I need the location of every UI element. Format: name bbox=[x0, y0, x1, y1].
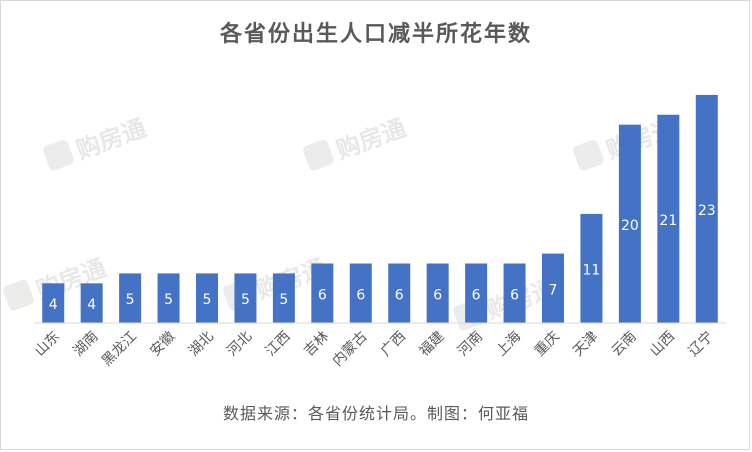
x-tick-label-10: 广西 bbox=[378, 329, 409, 360]
bar-8 bbox=[311, 263, 334, 323]
bar-17 bbox=[657, 114, 680, 323]
chart-title: 各省份出生人口减半所花年数 bbox=[219, 22, 532, 47]
bar-10 bbox=[388, 263, 411, 323]
data-label-15: 11 bbox=[583, 262, 601, 278]
data-label-17: 21 bbox=[659, 213, 677, 229]
data-label-16: 20 bbox=[621, 218, 639, 234]
bar-5 bbox=[196, 273, 218, 323]
watermark-logo-icon bbox=[43, 139, 74, 171]
bar-13 bbox=[503, 263, 526, 323]
bars bbox=[42, 94, 718, 324]
x-tick-label-12: 河南 bbox=[455, 329, 486, 360]
x-tick-label-1: 山东 bbox=[32, 329, 63, 360]
bar-labels: 4 4 5 5 5 5 5 6 6 6 6 6 6 7 11 20 21 23 bbox=[49, 203, 716, 313]
data-label-8: 6 bbox=[318, 287, 327, 303]
data-label-10: 6 bbox=[395, 287, 404, 303]
watermark-logo-icon bbox=[303, 139, 334, 171]
watermark-1: 购房通 bbox=[43, 114, 150, 171]
bar-15 bbox=[580, 213, 603, 323]
bar-4 bbox=[157, 273, 180, 323]
data-label-18: 23 bbox=[698, 203, 716, 219]
data-label-7: 5 bbox=[279, 292, 288, 308]
x-tick-label-15: 天津 bbox=[570, 329, 601, 360]
x-tick-label-18: 辽宁 bbox=[685, 328, 717, 360]
bar-12 bbox=[465, 263, 488, 323]
x-tick-label-4: 安徽 bbox=[147, 329, 178, 360]
bar-14 bbox=[542, 253, 564, 323]
data-label-12: 6 bbox=[472, 287, 481, 303]
data-label-4: 5 bbox=[164, 292, 173, 308]
data-label-6: 5 bbox=[241, 292, 250, 308]
bar-11 bbox=[426, 263, 449, 323]
x-tick-label-17: 山西 bbox=[647, 329, 678, 360]
data-label-1: 4 bbox=[49, 297, 58, 313]
bar-7 bbox=[272, 273, 295, 323]
watermark-logo-icon bbox=[3, 279, 34, 311]
x-tick-label-14: 重庆 bbox=[532, 329, 563, 360]
bar-2 bbox=[80, 283, 103, 323]
data-label-3: 5 bbox=[126, 292, 135, 308]
data-label-5: 5 bbox=[203, 292, 212, 308]
x-tick-label-8: 吉林 bbox=[301, 329, 332, 360]
x-tick-label-2: 湖南 bbox=[70, 329, 101, 360]
x-tick-label-9: 内蒙古 bbox=[330, 329, 371, 370]
data-label-14: 7 bbox=[549, 282, 558, 298]
bar-6 bbox=[234, 273, 257, 323]
data-label-13: 6 bbox=[510, 287, 519, 303]
x-tick-label-7: 江西 bbox=[263, 329, 294, 360]
data-label-11: 6 bbox=[433, 287, 442, 303]
watermark-text: 购房通 bbox=[73, 114, 150, 165]
x-tick-label-16: 云南 bbox=[609, 329, 640, 360]
x-tick-label-6: 河北 bbox=[224, 329, 255, 360]
bar-16 bbox=[618, 124, 641, 324]
data-label-9: 6 bbox=[356, 287, 365, 303]
x-tick-label-3: 黑龙江 bbox=[99, 329, 140, 370]
source-note: 数据来源：各省份统计局。制图：何亚福 bbox=[222, 404, 529, 423]
x-tick-label-11: 福建 bbox=[416, 329, 447, 360]
bar-18 bbox=[695, 94, 718, 324]
data-label-2: 4 bbox=[87, 297, 96, 313]
watermark-text: 购房通 bbox=[333, 114, 410, 165]
x-tick-label-13: 上海 bbox=[493, 329, 524, 360]
bar-9 bbox=[349, 263, 372, 323]
watermark-logo-icon bbox=[573, 139, 604, 171]
bar-3 bbox=[119, 273, 142, 323]
watermark-2: 购房通 bbox=[303, 114, 410, 171]
watermarks: 购房通购房通购房通购房通购房通购房通 bbox=[3, 114, 680, 331]
bar-1 bbox=[42, 283, 65, 323]
x-tick-label-5: 湖北 bbox=[186, 329, 217, 360]
